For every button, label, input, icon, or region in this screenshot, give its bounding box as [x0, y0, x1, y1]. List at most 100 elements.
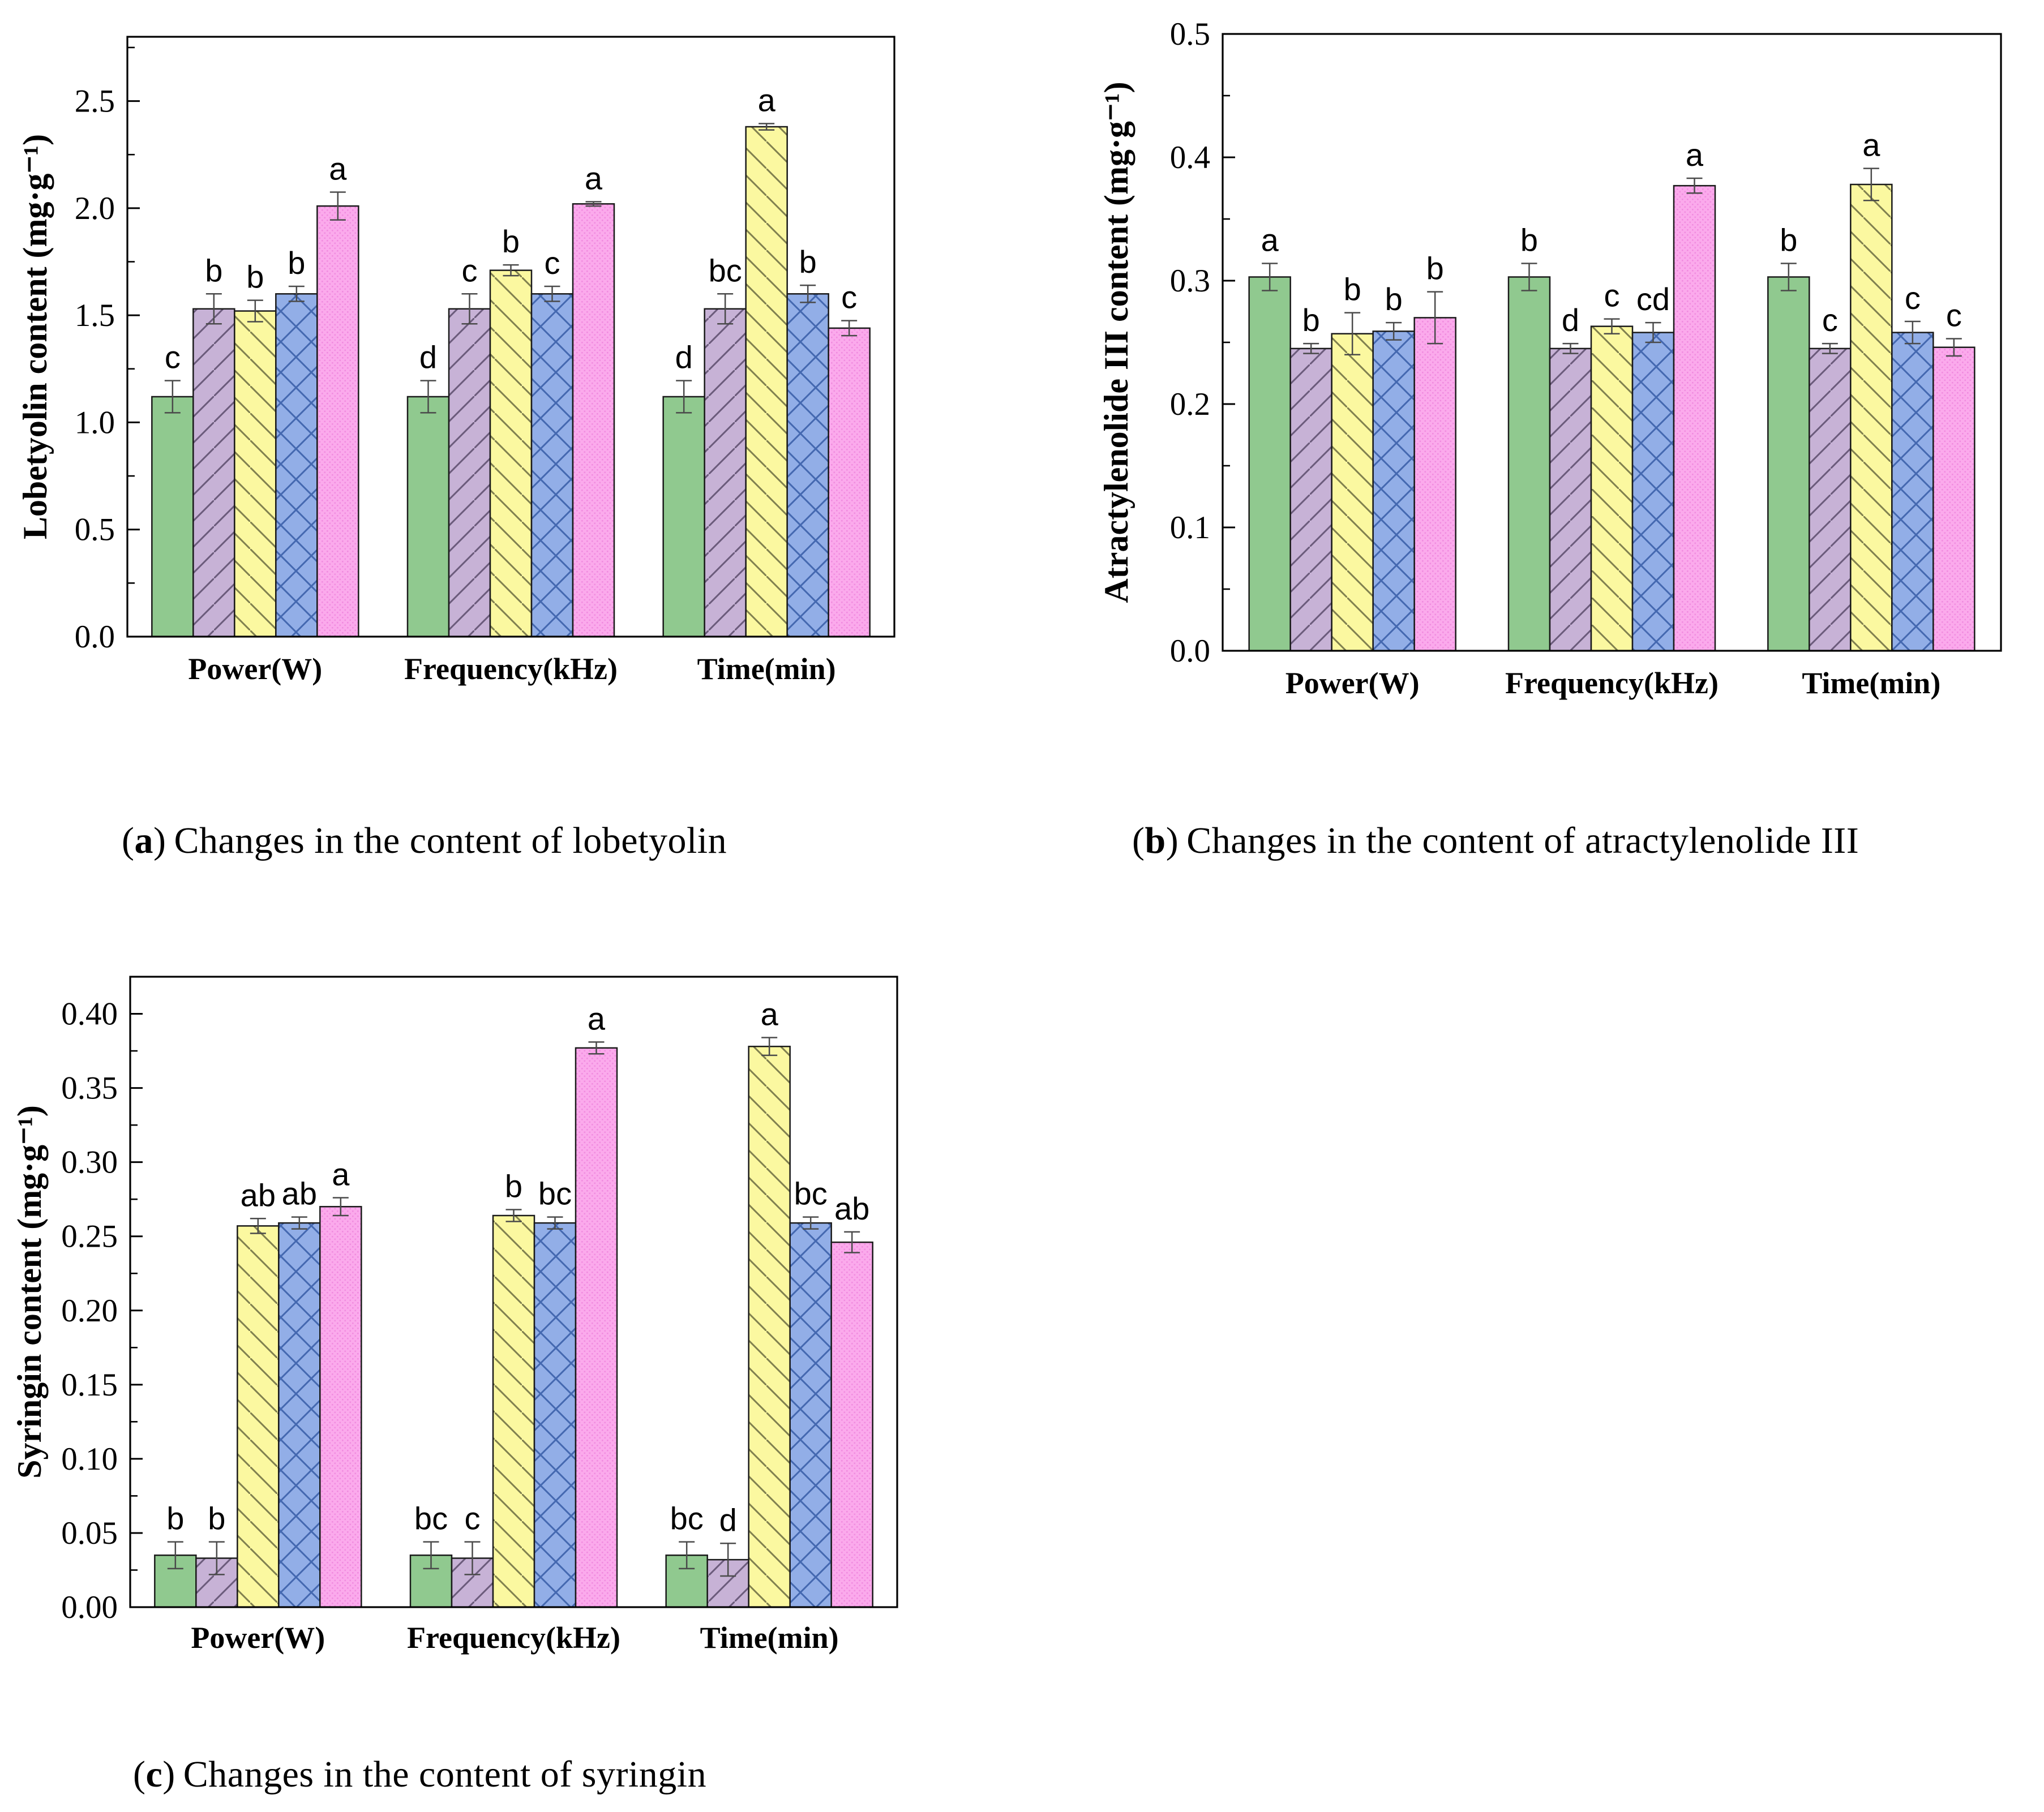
y-tick-label: 0.0: [75, 619, 115, 655]
sig-letter-yellow-diagonal-g3: a: [758, 82, 776, 118]
sig-letter-purple-diagonal-g3: d: [719, 1502, 737, 1538]
error-bar-green-solid-g2: [1521, 263, 1537, 291]
sig-letter-blue-crosshatch-g1: ab: [282, 1176, 317, 1212]
error-bar-purple-diagonal-g3: [1822, 342, 1838, 354]
error-bar-blue-crosshatch-g3: [1904, 320, 1921, 345]
y-axis-title: Lobetyolin content (mg·g⁻¹): [16, 134, 54, 539]
sig-letter-purple-diagonal-g1: b: [1302, 302, 1320, 338]
chart-c-panel: b bc bc b c d ab b a ab bc bc a a ab 0.00 0.05 0.10 0.15 0.…: [6, 951, 968, 1695]
error-bar-purple-diagonal-g3: [720, 1543, 736, 1577]
sig-letter-green-solid-g2: bc: [414, 1501, 448, 1536]
bar-pink-dotted-g1: [316, 205, 359, 638]
bar-pink-dotted-g3: [1932, 346, 1976, 652]
y-tick-label: 1.0: [75, 405, 115, 440]
sig-letter-yellow-diagonal-g1: b: [1344, 272, 1361, 307]
y-tick-label: 0.5: [75, 512, 115, 548]
y-tick-label: 0.4: [1170, 140, 1210, 175]
y-tick-label: 0.0: [1170, 633, 1210, 669]
sig-letter-yellow-diagonal-g2: b: [505, 1169, 522, 1204]
sig-letter-blue-crosshatch-g1: b: [288, 245, 305, 281]
plot-box: [129, 976, 898, 1608]
error-bar-yellow-diagonal-g2: [505, 1209, 522, 1222]
y-tick-label: 0.25: [61, 1219, 118, 1255]
caption-c-letter: c: [145, 1754, 163, 1795]
bar-pink-dotted-g1: [319, 1206, 362, 1608]
bar-blue-crosshatch-g1: [275, 293, 318, 638]
sig-letter-yellow-diagonal-g3: a: [1862, 127, 1880, 163]
error-bar-pink-dotted-g3: [1946, 338, 1962, 357]
error-bar-green-solid-g1: [1262, 263, 1278, 291]
bar-pink-dotted-g3: [830, 1241, 873, 1608]
bar-pink-dotted-g2: [572, 203, 615, 638]
sig-letter-green-solid-g1: a: [1261, 222, 1279, 257]
error-bar-pink-dotted-g3: [844, 1231, 860, 1253]
y-tick-label: 0.10: [61, 1441, 118, 1477]
error-bar-blue-crosshatch-g1: [288, 285, 305, 302]
error-bar-blue-crosshatch-g2: [544, 285, 560, 302]
sig-letter-green-solid-g2: d: [419, 340, 437, 375]
bar-yellow-diagonal-g1: [237, 1225, 280, 1608]
caption-a-letter: a: [134, 820, 153, 861]
y-tick-label: 0.5: [1170, 16, 1210, 52]
error-bar-yellow-diagonal-g1: [247, 299, 263, 323]
y-tick-label: 0.2: [1170, 387, 1210, 422]
sig-letter-pink-dotted-g2: a: [1686, 137, 1704, 173]
bar-blue-crosshatch-g2: [533, 1222, 577, 1608]
sig-letter-yellow-diagonal-g2: c: [1604, 278, 1620, 314]
caption-c-text: Changes in the content of syringin: [183, 1754, 707, 1795]
sig-letter-green-solid-g2: b: [1520, 222, 1538, 257]
sig-letter-blue-crosshatch-g1: b: [1385, 281, 1403, 317]
sig-letter-yellow-diagonal-g3: a: [761, 996, 779, 1032]
error-bar-pink-dotted-g2: [585, 201, 602, 207]
bar-purple-diagonal-g1: [192, 308, 235, 638]
caption-c: (c) Changes in the content of syringin: [133, 1753, 706, 1796]
chart-b-atractylenolide: a b bb d cb cab cd cbac0.00.10.20.30.40.5Power(…: [1098, 16, 2002, 700]
caption-b-text: Changes in the content of atractylenolid…: [1186, 820, 1859, 861]
x-group-label-1: Power(W): [1285, 666, 1420, 700]
error-bar-green-solid-g1: [164, 380, 181, 414]
sig-letter-pink-dotted-g1: a: [332, 1157, 350, 1192]
sig-letter-purple-diagonal-g2: d: [1562, 302, 1579, 338]
error-bar-blue-crosshatch-g1: [1386, 321, 1402, 341]
sig-letter-blue-crosshatch-g2: bc: [538, 1176, 572, 1212]
caption-a-text: Changes in the content of lobetyolin: [174, 820, 727, 861]
y-tick-label: 0.35: [61, 1071, 118, 1106]
bar-purple-diagonal-g1: [1289, 347, 1332, 652]
bar-yellow-diagonal-g3: [745, 126, 788, 638]
error-bar-purple-diagonal-g2: [1562, 342, 1579, 354]
bar-green-solid-g2: [1507, 276, 1551, 652]
error-bar-pink-dotted-g1: [1427, 291, 1443, 345]
error-bar-blue-crosshatch-g1: [291, 1216, 307, 1230]
bar-blue-crosshatch-g2: [1631, 332, 1675, 652]
bar-yellow-diagonal-g1: [1331, 333, 1374, 652]
bar-blue-crosshatch-g3: [789, 1222, 832, 1608]
bar-yellow-diagonal-g2: [1590, 325, 1634, 652]
y-tick-label: 0.30: [61, 1145, 118, 1180]
error-bar-pink-dotted-g3: [841, 320, 858, 337]
caption-b-close: ): [1165, 820, 1179, 861]
chart-b-panel: a b b b d c b c a b cd c b a c 0.0 0.1 0.2 0.3 0.4 0.5 Power(…: [1075, 0, 2038, 744]
sig-letter-yellow-diagonal-g2: b: [502, 224, 520, 259]
error-bar-pink-dotted-g2: [588, 1041, 605, 1055]
error-bar-green-solid-g2: [423, 1541, 439, 1570]
sig-letter-pink-dotted-g1: b: [1426, 251, 1444, 286]
x-group-label-2: Frequency(kHz): [404, 652, 618, 686]
sig-letter-green-solid-g1: b: [166, 1501, 184, 1536]
y-axis-title: Atractylenolide III content (mg·g⁻¹): [1098, 81, 1135, 603]
bar-yellow-diagonal-g2: [489, 269, 533, 638]
plot-box: [126, 36, 895, 638]
error-bar-yellow-diagonal-g2: [503, 264, 519, 277]
sig-letter-green-solid-g3: b: [1780, 222, 1797, 257]
bar-pink-dotted-g3: [828, 327, 871, 638]
y-tick-label: 0.15: [61, 1367, 118, 1403]
y-tick-label: 0.05: [61, 1515, 118, 1551]
bar-pink-dotted-g2: [1673, 184, 1716, 652]
bar-green-solid-g3: [662, 396, 705, 638]
error-bar-green-solid-g3: [1780, 263, 1797, 291]
sig-letter-purple-diagonal-g3: c: [1822, 302, 1838, 338]
sig-letter-pink-dotted-g3: c: [841, 280, 857, 315]
x-group-label-3: Time(min): [700, 1621, 839, 1655]
sig-letter-purple-diagonal-g2: c: [465, 1501, 481, 1536]
